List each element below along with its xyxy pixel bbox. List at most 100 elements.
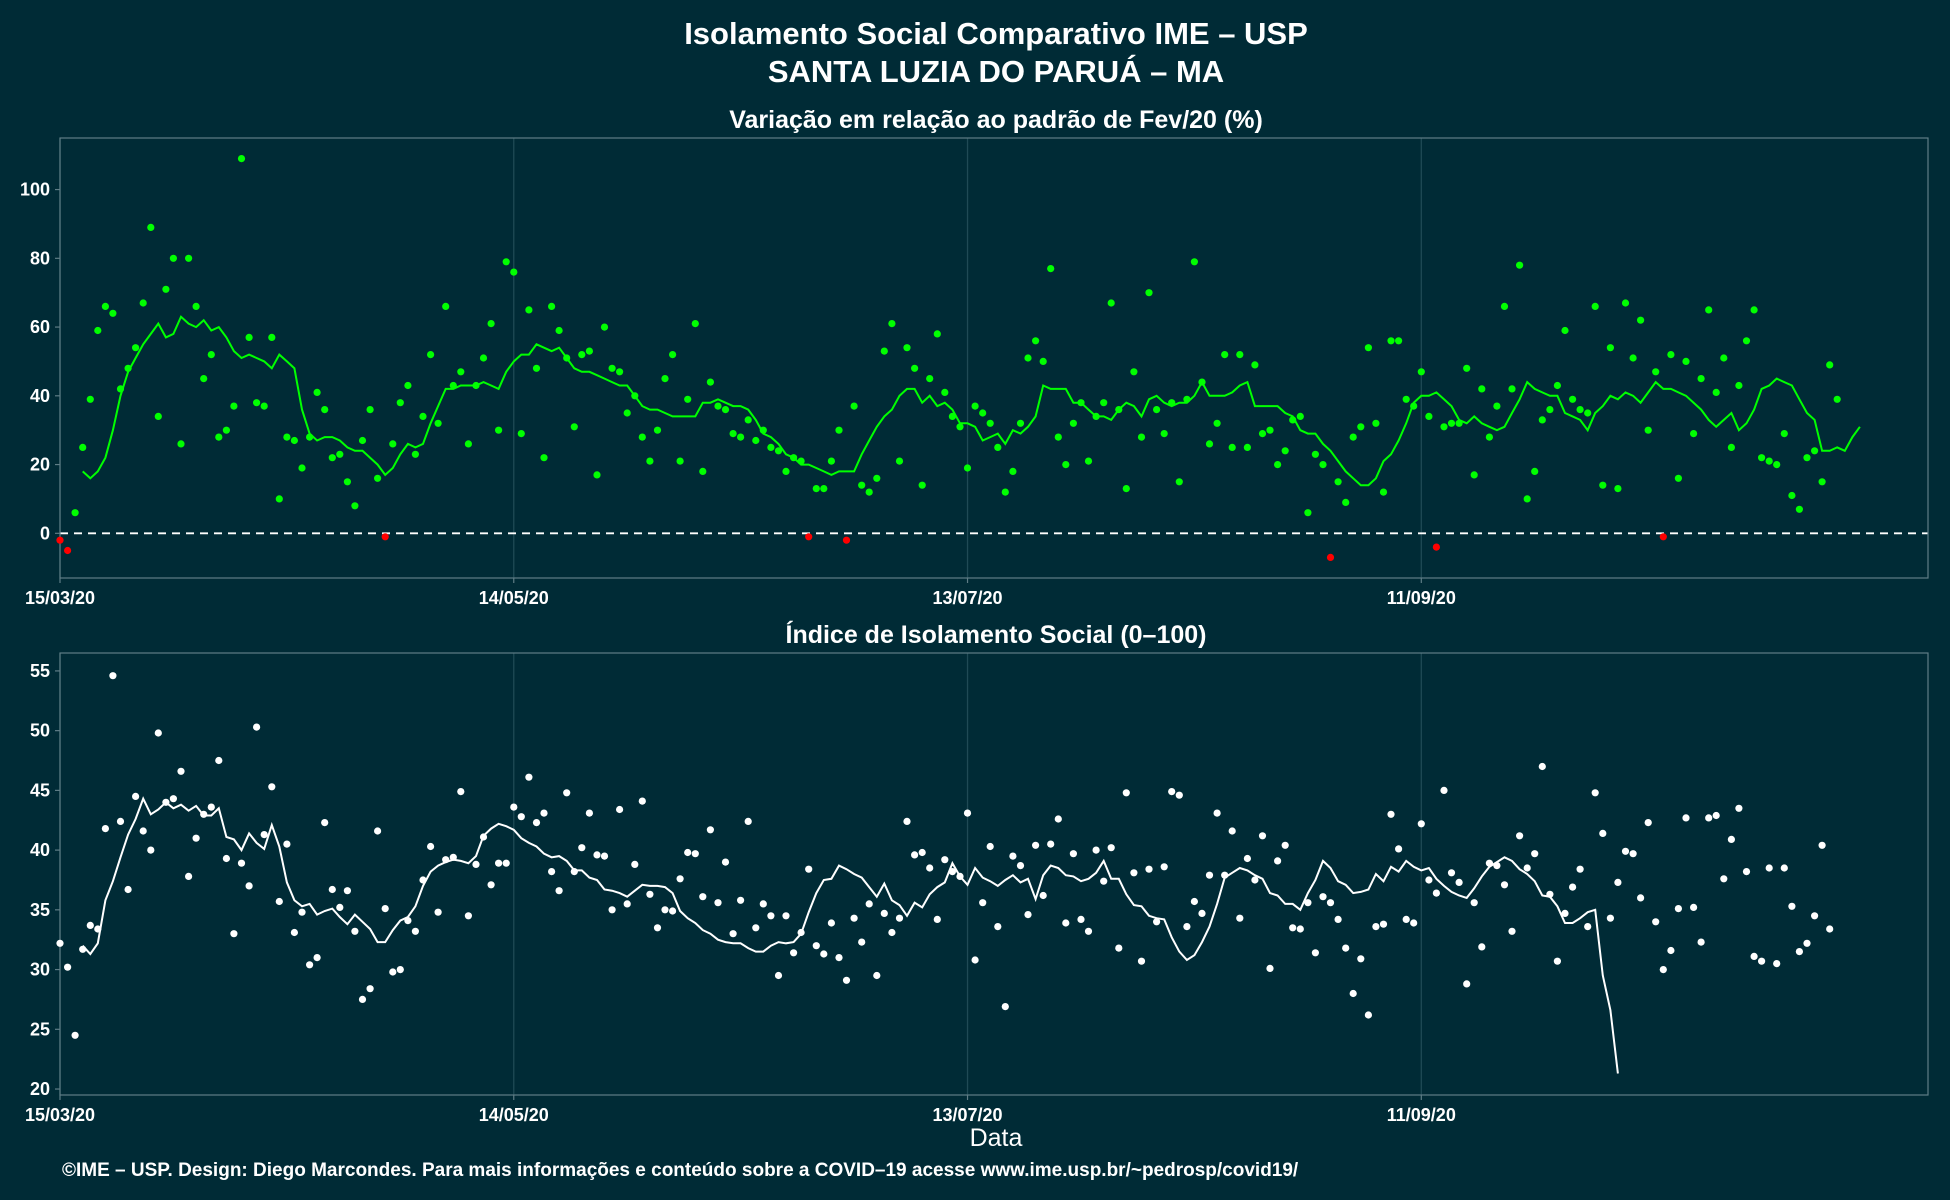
data-point bbox=[835, 426, 843, 434]
data-point bbox=[1221, 871, 1229, 879]
data-point bbox=[101, 302, 109, 310]
data-point bbox=[1440, 423, 1448, 431]
data-point bbox=[669, 907, 677, 915]
data-point bbox=[1395, 845, 1403, 853]
data-point bbox=[941, 388, 949, 396]
data-point bbox=[1032, 337, 1040, 345]
data-point bbox=[706, 378, 715, 386]
data-point bbox=[638, 797, 646, 805]
data-point bbox=[1115, 944, 1123, 952]
data-point bbox=[1470, 471, 1478, 479]
data-point bbox=[1251, 876, 1259, 884]
data-point bbox=[744, 416, 752, 424]
data-point bbox=[1296, 412, 1304, 420]
data-point bbox=[684, 848, 692, 857]
data-point bbox=[442, 302, 450, 310]
data-point bbox=[1773, 960, 1781, 968]
data-point bbox=[918, 481, 926, 489]
data-point bbox=[1402, 915, 1410, 924]
data-point bbox=[1644, 819, 1652, 827]
data-point bbox=[457, 368, 465, 376]
data-point bbox=[1410, 919, 1418, 927]
data-point bbox=[555, 326, 563, 335]
data-point bbox=[805, 533, 813, 541]
data-point bbox=[1795, 948, 1803, 956]
data-point bbox=[328, 885, 336, 894]
data-point bbox=[1500, 881, 1509, 889]
data-point bbox=[1062, 461, 1070, 469]
data-point bbox=[1727, 443, 1735, 451]
data-point bbox=[1712, 811, 1720, 820]
data-point bbox=[1599, 829, 1607, 838]
data-point bbox=[911, 364, 919, 372]
data-point bbox=[517, 813, 525, 821]
data-point bbox=[1190, 897, 1198, 906]
data-point bbox=[1387, 337, 1395, 345]
data-point bbox=[873, 971, 881, 980]
data-point bbox=[1069, 850, 1077, 858]
data-point bbox=[1349, 433, 1357, 441]
data-point bbox=[525, 306, 533, 314]
data-point bbox=[1387, 810, 1395, 818]
data-point bbox=[1417, 368, 1425, 376]
data-point bbox=[230, 402, 238, 410]
data-point bbox=[933, 330, 941, 338]
data-point bbox=[230, 930, 238, 938]
data-point bbox=[1463, 980, 1471, 988]
data-point bbox=[101, 825, 109, 833]
data-point bbox=[1009, 467, 1017, 475]
data-point bbox=[124, 885, 132, 894]
data-point bbox=[631, 860, 639, 869]
data-point bbox=[1274, 857, 1282, 865]
data-point bbox=[479, 354, 488, 362]
data-point bbox=[1130, 869, 1138, 877]
data-point bbox=[306, 433, 314, 441]
data-point bbox=[1788, 491, 1796, 500]
data-point bbox=[298, 464, 306, 472]
data-point bbox=[1591, 302, 1599, 310]
data-point bbox=[956, 872, 964, 881]
data-point bbox=[1342, 498, 1350, 506]
x-tick-label: 14/05/20 bbox=[479, 588, 549, 608]
data-point bbox=[1304, 899, 1312, 907]
data-point bbox=[1629, 354, 1637, 362]
data-point bbox=[343, 478, 351, 486]
data-point bbox=[873, 474, 881, 482]
data-point bbox=[1100, 877, 1108, 885]
data-point bbox=[1077, 399, 1085, 407]
data-point bbox=[94, 925, 102, 933]
data-point bbox=[842, 536, 851, 544]
data-point bbox=[1742, 868, 1751, 876]
data-point bbox=[948, 412, 957, 420]
data-point bbox=[669, 351, 677, 359]
data-point bbox=[1334, 915, 1342, 924]
data-point bbox=[1107, 844, 1115, 852]
data-point bbox=[1100, 399, 1108, 407]
data-point bbox=[1705, 814, 1713, 822]
data-point bbox=[1289, 924, 1297, 932]
data-point bbox=[699, 893, 707, 901]
data-point bbox=[1357, 423, 1365, 431]
data-point bbox=[888, 928, 896, 937]
data-point bbox=[1440, 786, 1448, 795]
data-point bbox=[1001, 488, 1009, 496]
data-point bbox=[691, 320, 699, 328]
y-tick-label: 55 bbox=[30, 661, 50, 681]
data-point bbox=[336, 903, 344, 912]
data-point bbox=[525, 773, 533, 781]
data-point bbox=[1455, 878, 1463, 887]
data-point bbox=[56, 536, 64, 544]
data-point bbox=[94, 326, 102, 335]
data-point bbox=[895, 457, 904, 465]
data-point bbox=[1780, 864, 1788, 872]
data-point bbox=[540, 454, 548, 462]
data-point bbox=[593, 471, 601, 479]
data-point bbox=[948, 868, 957, 876]
data-point bbox=[495, 426, 503, 434]
data-point bbox=[548, 868, 556, 876]
data-point bbox=[1811, 447, 1819, 455]
data-point bbox=[1614, 878, 1622, 887]
data-point bbox=[1811, 912, 1819, 920]
data-point bbox=[358, 436, 367, 445]
data-point bbox=[268, 333, 276, 341]
